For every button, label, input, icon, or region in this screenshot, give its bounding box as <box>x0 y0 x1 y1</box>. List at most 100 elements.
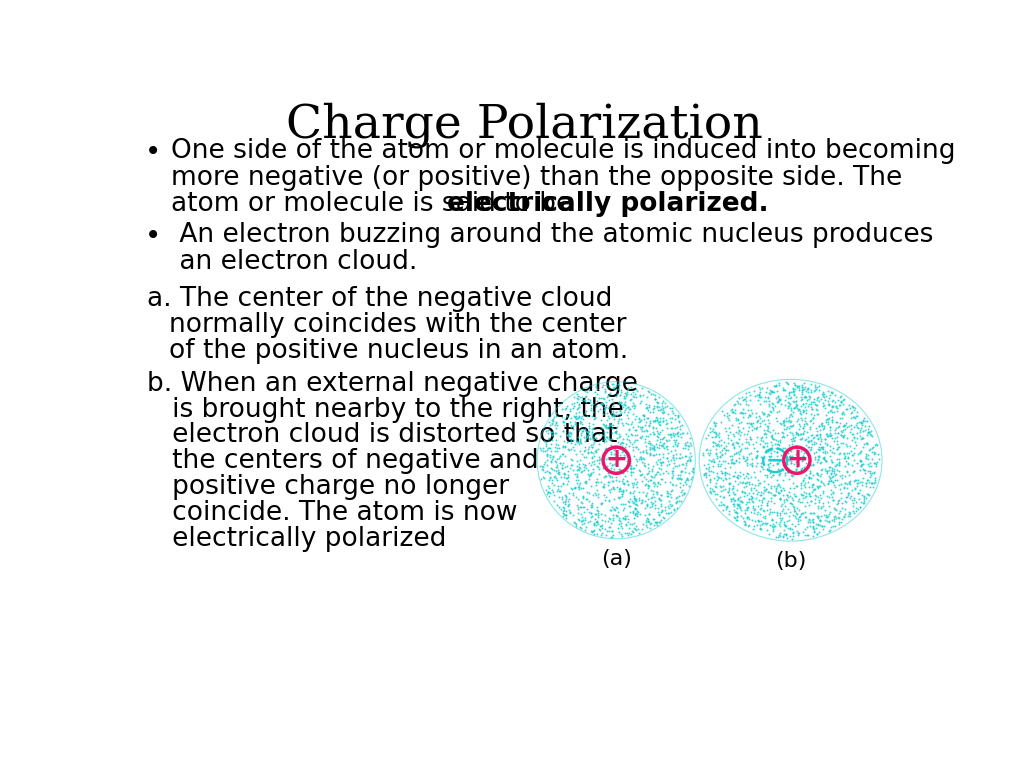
Point <box>611 525 628 538</box>
Point <box>749 508 765 520</box>
Point <box>830 448 847 460</box>
Point <box>720 486 736 498</box>
Point <box>626 435 642 448</box>
Point <box>638 445 654 457</box>
Point <box>557 508 573 521</box>
Point <box>695 469 712 482</box>
Point <box>801 472 817 484</box>
Point <box>844 484 860 496</box>
Point <box>642 417 658 429</box>
Point <box>648 517 665 529</box>
Point <box>787 441 804 453</box>
Point <box>836 449 852 461</box>
Point <box>678 472 694 484</box>
Point <box>545 415 561 427</box>
Point <box>776 495 793 508</box>
Point <box>577 512 593 525</box>
Point <box>627 502 643 515</box>
Point <box>596 400 612 412</box>
Point <box>853 432 869 445</box>
Point <box>636 458 652 471</box>
Point <box>579 390 595 402</box>
Point <box>766 520 782 532</box>
Point <box>859 488 876 501</box>
Point <box>584 430 600 442</box>
Point <box>631 412 647 425</box>
Point <box>598 419 614 431</box>
Point <box>583 459 599 472</box>
Point <box>629 481 645 493</box>
Point <box>548 417 564 429</box>
Point <box>829 439 846 451</box>
Point <box>638 518 654 531</box>
Point <box>706 472 722 485</box>
Point <box>816 451 833 463</box>
Point <box>639 425 655 438</box>
Point <box>614 433 631 445</box>
Point <box>777 394 794 406</box>
Point <box>541 427 557 439</box>
Point <box>724 406 740 418</box>
Point <box>736 518 753 531</box>
Point <box>800 431 816 443</box>
Point <box>794 399 810 412</box>
Point <box>621 424 637 436</box>
Point <box>597 386 613 399</box>
Point <box>748 436 764 449</box>
Point <box>770 528 786 541</box>
Point <box>660 507 677 519</box>
Point <box>590 509 606 521</box>
Point <box>803 400 819 412</box>
Point <box>847 482 863 495</box>
Point <box>837 511 853 524</box>
Point <box>586 433 602 445</box>
Point <box>589 515 605 528</box>
Point <box>825 406 842 418</box>
Point <box>728 455 744 468</box>
Point <box>628 508 644 521</box>
Point <box>811 443 827 455</box>
Point <box>820 516 837 528</box>
Point <box>656 431 673 443</box>
Point <box>762 444 778 456</box>
Point <box>859 415 876 428</box>
Point <box>682 454 698 466</box>
Point <box>664 422 680 434</box>
Point <box>727 475 743 487</box>
Point <box>586 449 602 462</box>
Point <box>768 380 784 392</box>
Point <box>721 477 737 489</box>
Point <box>654 406 671 418</box>
Point <box>556 419 572 431</box>
Point <box>752 521 768 534</box>
Point <box>628 498 644 510</box>
Point <box>797 412 813 424</box>
Point <box>643 388 659 400</box>
Point <box>758 444 774 456</box>
Point <box>841 508 857 520</box>
Point <box>837 449 853 462</box>
Point <box>592 475 608 488</box>
Point <box>575 430 592 442</box>
Point <box>604 471 621 483</box>
Point <box>711 435 727 447</box>
Point <box>633 414 649 426</box>
Point <box>651 456 668 468</box>
Point <box>608 388 625 400</box>
Point <box>649 412 666 424</box>
Point <box>835 398 851 410</box>
Point <box>584 409 600 422</box>
Point <box>805 412 821 424</box>
Point <box>818 414 835 426</box>
Point <box>644 512 660 525</box>
Point <box>620 429 636 442</box>
Point <box>785 494 802 506</box>
Point <box>670 411 686 423</box>
Point <box>843 419 859 431</box>
Point <box>824 387 841 399</box>
Point <box>616 387 633 399</box>
Point <box>865 448 882 460</box>
Point <box>653 456 670 468</box>
Point <box>598 435 614 447</box>
Point <box>839 478 855 490</box>
